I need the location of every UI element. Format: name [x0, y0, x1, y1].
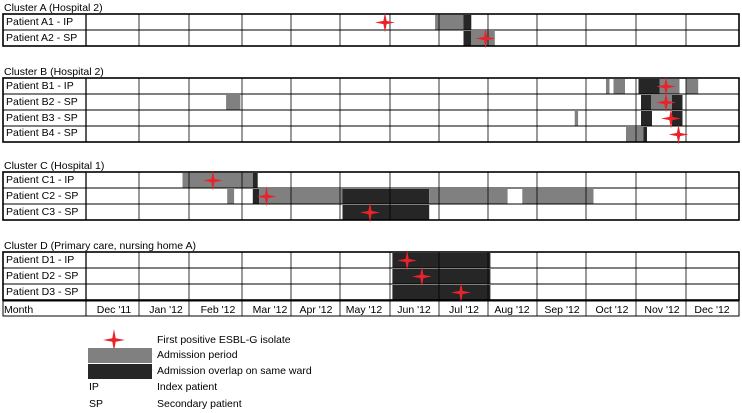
- first-positive-star: [451, 282, 471, 303]
- legend-ip-label: Index patient: [157, 381, 218, 393]
- overlap-bar: [463, 15, 472, 30]
- legend-sp-label: Secondary patient: [157, 398, 242, 410]
- legend-admission-swatch: [88, 348, 152, 363]
- cluster-d-title: Cluster D (Primary care, nursing home A): [4, 240, 196, 252]
- patient-label-b2: Patient B2 - SP: [6, 96, 78, 108]
- overlap-bar: [392, 269, 491, 284]
- first-positive-star: [375, 12, 395, 33]
- month-tick-label: Dec '11: [96, 304, 132, 316]
- admission-bar: [574, 111, 579, 126]
- admission-bar: [606, 79, 610, 94]
- admission-bar: [227, 189, 235, 204]
- first-positive-star: [411, 266, 432, 287]
- legend-ip-abbr: IP: [89, 381, 99, 393]
- month-tick-label: Apr '12: [299, 304, 333, 316]
- overlap-bar: [638, 79, 660, 94]
- patient-label-a2: Patient A2 - SP: [6, 32, 78, 44]
- patient-label-c3: Patient C3 - SP: [6, 206, 79, 218]
- month-tick-label: Mar '12: [252, 304, 288, 316]
- admission-bar: [435, 15, 464, 30]
- admission-bar: [429, 189, 508, 204]
- first-positive-star: [475, 28, 496, 49]
- patient-label-b1: Patient B1 - IP: [6, 80, 74, 92]
- admission-bar: [686, 79, 699, 94]
- month-tick-label: Aug '12: [494, 304, 530, 316]
- first-positive-star: [202, 170, 223, 191]
- first-positive-star: [656, 76, 676, 97]
- month-tick-label: Feb '12: [200, 304, 236, 316]
- cluster-a-title: Cluster A (Hospital 2): [4, 2, 103, 14]
- overlap-bar: [672, 95, 683, 110]
- legend-star-label: First positive ESBL-G isolate: [157, 334, 291, 346]
- month-tick-label: Nov '12: [644, 304, 680, 316]
- overlap-bar: [463, 31, 472, 46]
- month-tick-label: Sep '12: [544, 304, 580, 316]
- patient-label-d1: Patient D1 - IP: [6, 254, 75, 266]
- month-tick-label: Oct '12: [595, 304, 629, 316]
- cluster-c-title: Cluster C (Hospital 1): [4, 160, 105, 172]
- overlap-bar: [252, 173, 258, 188]
- patient-label-b4: Patient B4 - SP: [6, 127, 78, 139]
- admission-bar: [626, 127, 644, 142]
- patient-label-a1: Patient A1 - IP: [6, 16, 74, 28]
- patient-label-c1: Patient C1 - IP: [6, 174, 75, 186]
- legend-overlap-label: Admission overlap on same ward: [157, 365, 312, 377]
- month-tick-label: May '12: [345, 304, 383, 316]
- patient-label-d3: Patient D3 - SP: [6, 286, 79, 298]
- overlap-bar: [342, 205, 430, 220]
- cluster-b-title: Cluster B (Hospital 2): [4, 66, 104, 78]
- overlap-bar: [342, 189, 430, 204]
- patient-label-d2: Patient D2 - SP: [6, 270, 79, 282]
- month-tick-label: Dec '12: [694, 304, 730, 316]
- patient-label-b3: Patient B3 - SP: [6, 112, 78, 124]
- overlap-bar: [392, 285, 491, 300]
- overlap-bar: [641, 95, 651, 110]
- admission-bar: [522, 189, 594, 204]
- overlap-bar: [641, 111, 652, 126]
- month-axis-frame: [2, 300, 740, 317]
- patient-label-c2: Patient C2 - SP: [6, 190, 79, 202]
- admission-bar: [613, 79, 625, 94]
- cluster-frame: [2, 171, 740, 221]
- legend-overlap-swatch: [88, 364, 152, 379]
- month-tick-label: Jun '12: [397, 304, 431, 316]
- legend-admission-label: Admission period: [157, 349, 238, 361]
- admission-bar: [226, 95, 241, 110]
- first-positive-star: [656, 92, 676, 113]
- month-tick-label: Jan '12: [149, 304, 183, 316]
- overlap-bar: [643, 127, 647, 142]
- first-positive-star: [256, 186, 277, 207]
- overlap-bar: [392, 253, 491, 268]
- cluster-frame: [2, 251, 740, 301]
- overlap-bar: [252, 189, 260, 204]
- legend-sp-abbr: SP: [89, 398, 104, 410]
- first-positive-star: [668, 124, 689, 145]
- admission-bar: [259, 189, 343, 204]
- first-positive-star: [360, 202, 380, 223]
- first-positive-star: [397, 250, 418, 271]
- month-tick-label: Jul '12: [448, 304, 480, 316]
- legend-star-icon: [103, 329, 125, 351]
- first-positive-star: [661, 108, 681, 129]
- month-axis-label: Month: [4, 304, 34, 316]
